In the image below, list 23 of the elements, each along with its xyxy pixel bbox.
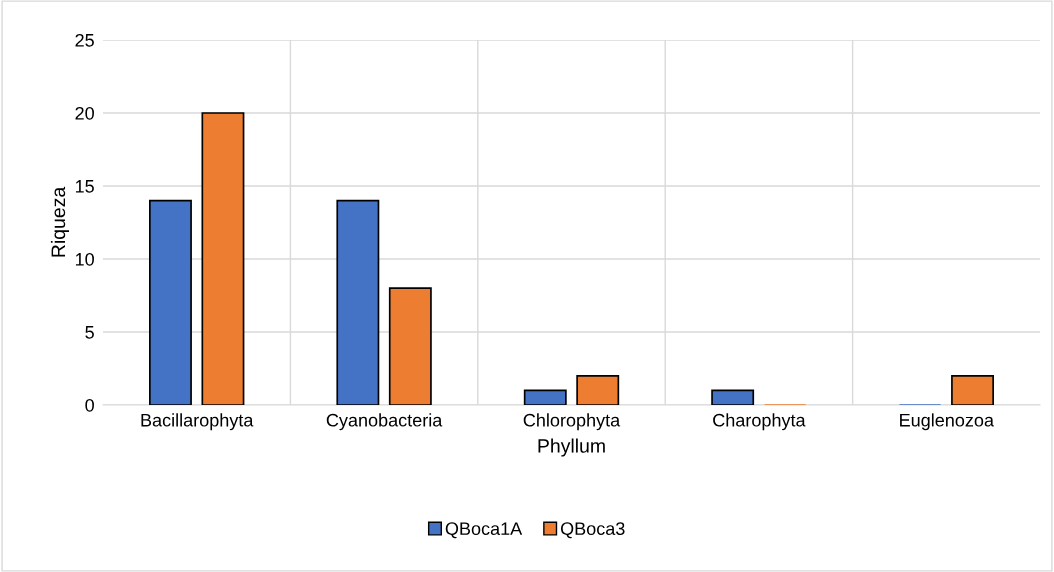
y-axis-title: Riqueza bbox=[50, 186, 70, 257]
bar bbox=[523, 389, 567, 405]
x-axis-title: Phyllum bbox=[538, 438, 605, 457]
bar bbox=[201, 112, 245, 405]
bar bbox=[576, 374, 620, 405]
legend-label: QBoca1A bbox=[445, 522, 523, 539]
bar bbox=[951, 374, 994, 405]
y-tick-label: 0 bbox=[85, 398, 94, 412]
bar bbox=[149, 199, 192, 405]
y-tick-label: 20 bbox=[75, 106, 94, 120]
y-tick-label: 15 bbox=[75, 180, 94, 193]
y-tick-label: 25 bbox=[75, 33, 94, 47]
x-tick-label: Chlorophyta bbox=[523, 413, 621, 431]
legend-label: QBoca3 bbox=[560, 522, 625, 539]
bar bbox=[336, 199, 380, 405]
x-tick-label: Bacillarophyta bbox=[141, 413, 254, 431]
bar bbox=[388, 287, 432, 405]
bar bbox=[711, 389, 755, 405]
x-tick-label: Charophyta bbox=[713, 413, 806, 431]
x-tick-label: Euglenozoa bbox=[900, 413, 994, 431]
x-tick-label: Cyanobacteria bbox=[326, 413, 443, 431]
y-tick-label: 10 bbox=[75, 252, 94, 266]
y-tick-label: 5 bbox=[85, 326, 94, 339]
